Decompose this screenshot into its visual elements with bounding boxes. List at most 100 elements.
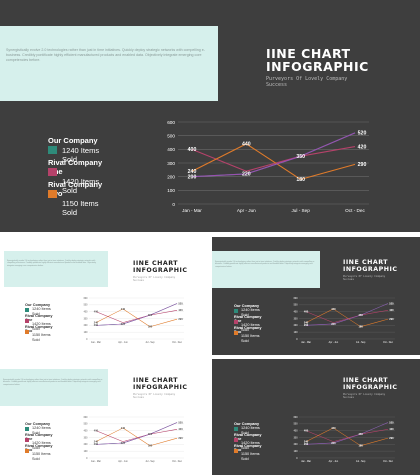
- y-tick-label: 400: [294, 431, 299, 433]
- data-label: 200: [94, 442, 99, 446]
- series-line: [191, 132, 356, 178]
- legend-value: 1150 Items Sold: [32, 452, 51, 461]
- legend-value: 1240 Items Sold: [241, 308, 260, 317]
- series-line: [306, 303, 389, 326]
- y-tick-label: 300: [84, 318, 89, 320]
- data-label: 440: [331, 426, 336, 430]
- y-tick-label: 600: [84, 417, 89, 419]
- thumbnail-slide-1[interactable]: Synergistically evolve 2.0 technologies …: [0, 237, 208, 355]
- y-tick-label: 100: [167, 188, 175, 193]
- series-line: [306, 303, 389, 326]
- data-label: 180: [148, 444, 153, 448]
- legend-name: Our Company: [48, 136, 98, 145]
- x-tick-label: Oct - Dec: [172, 460, 183, 463]
- x-tick-label: Jan - Mar: [301, 342, 311, 344]
- title-line-2: INFOGRAPHIC: [133, 383, 188, 391]
- legend-swatch: [25, 319, 29, 323]
- slide-subtitle: Purveyors Of Lovely Company Success: [343, 275, 385, 281]
- legend-swatch: [234, 427, 238, 431]
- main-slide[interactable]: Synergistically evolve 2.0 technologies …: [0, 0, 420, 232]
- title-line-1: IINE CHART: [343, 377, 389, 384]
- y-tick-label: 500: [84, 424, 89, 426]
- subtitle-line-2: Success: [343, 396, 354, 400]
- subtitle-line-1: Purveyors Of Lovely Company: [343, 393, 386, 396]
- legend-value: 1240 Items Sold: [32, 307, 51, 316]
- data-label: 520: [389, 420, 394, 424]
- subtitle-line-2: Success: [343, 278, 354, 282]
- legend-swatch: [234, 438, 238, 442]
- legend-swatch: [25, 427, 29, 431]
- series-line: [95, 429, 178, 442]
- series-line: [306, 422, 389, 445]
- data-label: 180: [148, 325, 153, 329]
- legend-swatch: [48, 146, 57, 154]
- slide-subtitle: Purveyors Of Lovely Company Success: [266, 76, 347, 88]
- y-tick-label: 300: [167, 161, 175, 166]
- legend-swatch: [234, 331, 238, 335]
- y-tick-label: 200: [294, 444, 299, 446]
- legend-value: 1420 Items Sold: [32, 322, 51, 331]
- y-tick-label: 300: [84, 437, 89, 439]
- legend-name: Rival Company One: [25, 314, 53, 322]
- x-tick-label: Oct - Dec: [172, 341, 183, 344]
- legend-item: Our Company 1240 Items Sold: [48, 136, 108, 164]
- x-tick-label: Oct - Dec: [383, 460, 394, 463]
- body-text: Synergistically evolve 2.0 technologies …: [3, 379, 103, 386]
- legend-value: 1240 Items Sold: [32, 426, 51, 435]
- legend-item: Rival Company One 1420 Items Sold: [48, 158, 108, 195]
- line-chart: 0 100 200 300 400 500 600 Jan - Mar Apr - Jun Jul…: [84, 297, 185, 344]
- data-label: 350: [148, 432, 153, 436]
- text-panel: Synergistically evolve 2.0 technologies …: [0, 26, 218, 101]
- legend-value: 1420 Items Sold: [32, 441, 51, 450]
- data-label: 200: [304, 442, 309, 446]
- y-tick-label: 200: [167, 174, 175, 179]
- title-line-1: IINE CHART: [133, 377, 179, 384]
- text-panel: Synergistically evolve 2.0 technologies …: [0, 369, 108, 406]
- legend-name: Our Company: [25, 303, 51, 307]
- data-label: 400: [304, 310, 309, 314]
- legend-swatch: [234, 320, 238, 324]
- data-label: 220: [121, 322, 126, 326]
- legend-name: Our Company: [234, 422, 260, 426]
- data-label: 440: [331, 307, 336, 311]
- x-tick-label: Jul - Sep: [291, 208, 310, 213]
- legend-swatch: [25, 438, 29, 442]
- data-label: 400: [94, 429, 99, 433]
- data-label: 240: [188, 169, 197, 175]
- slide-title: IINE CHART INFOGRAPHIC: [343, 259, 398, 273]
- y-tick-label: 0: [296, 339, 298, 341]
- legend-name: Rival Company Two: [234, 444, 262, 452]
- slide-subtitle: Purveyors Of Lovely Company Success: [133, 393, 175, 399]
- thumbnail-slide-4[interactable]: IINE CHART INFOGRAPHIC Purveyors Of Love…: [212, 359, 420, 475]
- title-line-2: INFOGRAPHIC: [343, 265, 398, 273]
- y-tick-label: 100: [84, 332, 89, 334]
- series-line: [305, 427, 389, 446]
- thumbnail-slide-3[interactable]: Synergistically evolve 2.0 technologies …: [0, 359, 208, 475]
- y-tick-label: 0: [296, 458, 298, 460]
- line-chart: 0 100 200 300 400 500 600 Jan - Mar Apr - Jun Jul…: [84, 416, 185, 463]
- data-label: 290: [358, 162, 367, 168]
- legend-item: Rival Company Two 1150 Items Sold: [25, 325, 59, 342]
- data-label: 240: [304, 439, 309, 443]
- data-label: 290: [178, 436, 183, 440]
- legend-item: Our Company 1240 Items Sold: [234, 422, 268, 435]
- legend-name: Rival Company Two: [25, 444, 53, 452]
- y-tick-label: 400: [84, 312, 89, 314]
- legend-swatch: [234, 449, 238, 453]
- slide-title: IINE CHART INFOGRAPHIC: [343, 377, 398, 391]
- thumbnail-slide-2[interactable]: Synergistically evolve 2.0 technologies …: [212, 237, 420, 355]
- legend-item: Rival Company One 1420 Items Sold: [25, 314, 59, 331]
- series-line: [191, 146, 356, 172]
- series-line: [95, 427, 178, 446]
- legend-swatch: [25, 449, 29, 453]
- series-line: [95, 308, 178, 327]
- legend: Our Company 1240 Items Sold Rival Compan…: [48, 136, 108, 217]
- x-tick-label: Jan - Mar: [91, 461, 101, 463]
- data-label: 240: [94, 440, 99, 444]
- legend-value: 1420 Items Sold: [241, 441, 260, 450]
- legend-name: Rival Company Two: [234, 326, 262, 334]
- slide-title: IINE CHART INFOGRAPHIC: [133, 377, 188, 391]
- data-label: 200: [304, 323, 309, 327]
- data-label: 440: [121, 426, 126, 430]
- x-tick-label: Jul - Sep: [356, 461, 366, 463]
